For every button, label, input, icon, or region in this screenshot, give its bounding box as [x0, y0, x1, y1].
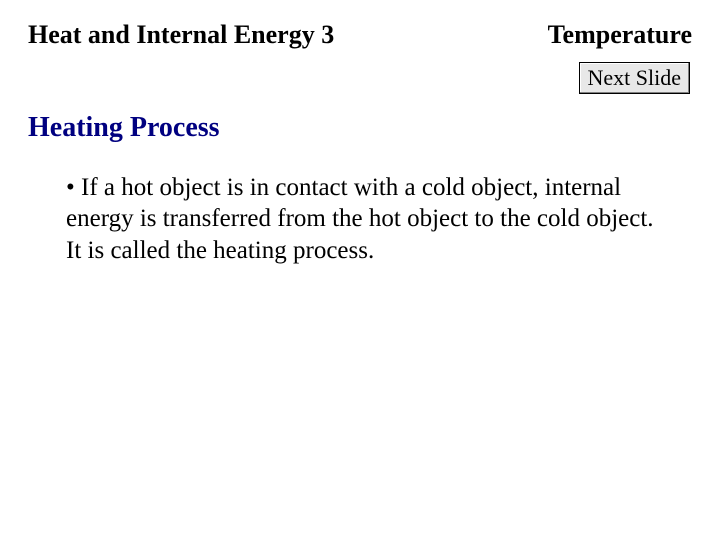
- section-title: Heating Process: [28, 112, 692, 144]
- header-row: Heat and Internal Energy 3 Temperature: [28, 20, 692, 50]
- slide: Heat and Internal Energy 3 Temperature N…: [0, 0, 720, 540]
- next-slide-button[interactable]: Next Slide: [579, 62, 691, 94]
- header-left: Heat and Internal Energy 3: [28, 20, 334, 50]
- header-right: Temperature: [548, 20, 692, 50]
- bullet-text: • If a hot object is in contact with a c…: [28, 172, 692, 266]
- next-slide-row: Next Slide: [28, 62, 692, 94]
